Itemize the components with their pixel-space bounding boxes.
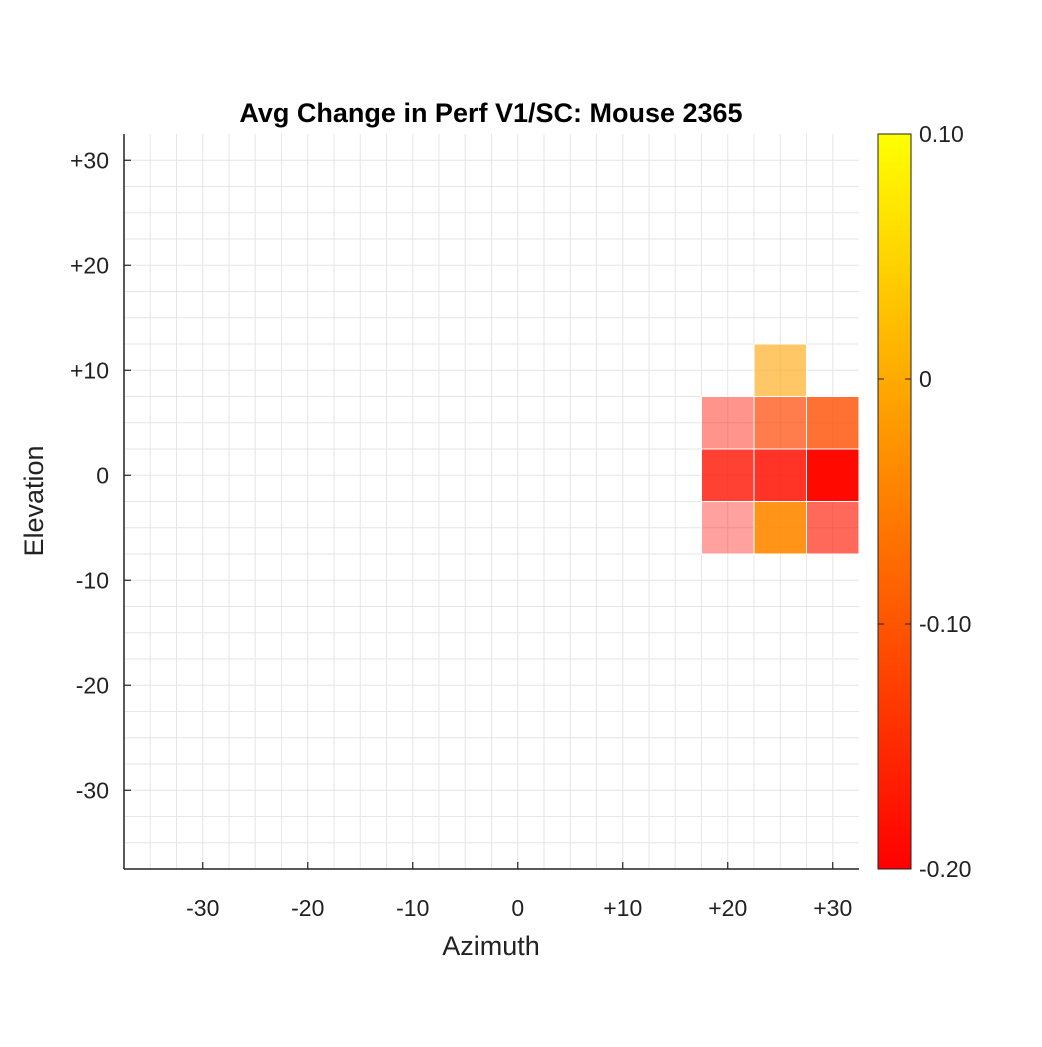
heatmap-cell <box>701 448 755 502</box>
y-tick-label: -30 <box>76 777 109 803</box>
heatmap-cell <box>701 501 755 555</box>
colorbar: 0.10 0 -0.10 -0.20 <box>877 121 971 882</box>
x-tick-label: -30 <box>186 895 219 921</box>
axes <box>123 134 859 870</box>
colorbar-tick-label: -0.10 <box>919 611 971 637</box>
x-tick-label: +20 <box>708 895 747 921</box>
x-tick-label: +10 <box>603 895 642 921</box>
colorbar-tick-label: 0 <box>919 366 932 392</box>
y-tick-label: +10 <box>70 357 109 383</box>
y-axis-label: Elevation <box>19 445 49 556</box>
heatmap-cell <box>806 501 860 555</box>
heatmap-cell <box>701 396 755 450</box>
x-tick-label: +30 <box>813 895 852 921</box>
y-tick-label: -20 <box>76 672 109 698</box>
heatmap-cell <box>753 501 807 555</box>
x-tick-label: -20 <box>291 895 324 921</box>
y-tick-label: 0 <box>96 462 109 488</box>
colorbar-tick-label: -0.20 <box>919 856 971 882</box>
chart-title: Avg Change in Perf V1/SC: Mouse 2365 <box>239 98 742 128</box>
heatmap-cell <box>753 448 807 502</box>
y-tick-label: -10 <box>76 567 109 593</box>
heatmap-cell <box>806 396 860 450</box>
heatmap-cell <box>806 448 860 502</box>
colorbar-gradient <box>877 133 912 870</box>
colorbar-tick-label: 0.10 <box>919 121 964 147</box>
x-tick-label: -10 <box>396 895 429 921</box>
x-tick-label: 0 <box>511 895 524 921</box>
x-axis-label: Azimuth <box>442 931 540 961</box>
y-tick-label: +30 <box>70 147 109 173</box>
colorbar-ticks: 0.10 0 -0.10 -0.20 <box>878 121 971 882</box>
heatmap-cell <box>753 396 807 450</box>
ticks: -30 -20 -10 0 +10 +20 +30 +30 +20 +10 0 -10 -20 -30 <box>70 147 852 921</box>
heatmap-cells <box>701 343 860 555</box>
y-tick-label: +20 <box>70 252 109 278</box>
heatmap-cell <box>753 343 807 397</box>
